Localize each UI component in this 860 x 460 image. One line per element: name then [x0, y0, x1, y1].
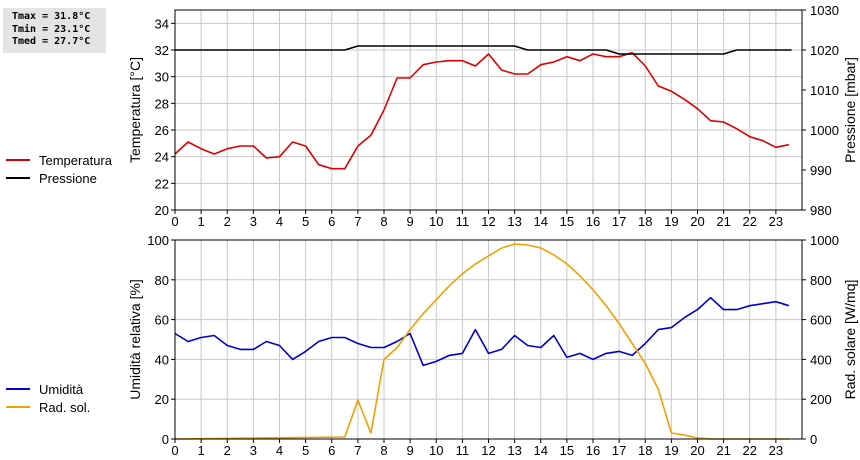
x-tick-label: 15	[560, 443, 574, 458]
x-tick-label: 11	[456, 443, 470, 458]
x-tick-label: 2	[224, 214, 231, 229]
legend-label: Rad. sol.	[39, 400, 90, 415]
y-tick-label-right: 600	[810, 313, 832, 328]
x-tick-label: 10	[429, 214, 443, 229]
x-tick-label: 6	[328, 443, 335, 458]
y-tick-label-left: 26	[155, 123, 169, 138]
y-tick-label-left: 40	[155, 352, 169, 367]
y-tick-label-left: 0	[162, 432, 169, 447]
chart-panel-1: 0 1 2 3 4 5 6 7 8 9 10 11 12 13 14 15 16 17 18 19 20 21 22 2320…	[6, 3, 858, 229]
x-tick-label: 19	[664, 214, 678, 229]
y-axis-label-right: Rad. solare [W/mq]	[842, 280, 858, 400]
y-tick-label-right: 990	[810, 163, 832, 178]
x-tick-label: 2	[224, 443, 231, 458]
x-tick-label: 5	[302, 443, 309, 458]
chart-panel-2: 0 1 2 3 4 5 6 7 8 9 10 11 12 13 14 15 16 17 18 19 20 21 22 2302…	[6, 233, 858, 458]
stat-tmin: Tmin = 23.1°C	[12, 23, 91, 35]
y-tick-label-left: 20	[155, 392, 169, 407]
y-tick-label-left: 100	[147, 233, 169, 248]
y-tick-label-left: 60	[155, 313, 169, 328]
x-tick-label: 14	[534, 443, 548, 458]
series-line-temperatura	[174, 51, 790, 170]
x-tick-label: 3	[250, 214, 257, 229]
y-tick-label-right: 1020	[810, 43, 839, 58]
x-tick-label: 18	[638, 214, 652, 229]
x-tick-label: 17	[612, 214, 626, 229]
x-tick-label: 7	[354, 214, 361, 229]
legend-label: Pressione	[39, 171, 97, 186]
x-tick-label: 22	[743, 214, 757, 229]
y-axis-label-right: Pressione [mbar]	[842, 57, 858, 163]
x-tick-label: 1	[198, 443, 205, 458]
y-tick-label-right: 1030	[810, 3, 839, 18]
y-tick-label-left: 24	[155, 150, 169, 165]
y-tick-label-right: 800	[810, 273, 832, 288]
y-tick-label-left: 80	[155, 273, 169, 288]
x-tick-label: 1	[198, 214, 205, 229]
x-tick-label: 3	[250, 443, 257, 458]
x-tick-label: 9	[407, 214, 414, 229]
x-tick-label: 12	[481, 443, 495, 458]
legend-label: Umidità	[39, 382, 84, 397]
x-tick-label: 20	[690, 214, 704, 229]
x-tick-label: 11	[456, 214, 470, 229]
y-tick-label-right: 0	[810, 432, 817, 447]
x-tick-label: 14	[534, 214, 548, 229]
x-tick-label: 18	[638, 443, 652, 458]
x-tick-label: 17	[612, 443, 626, 458]
x-tick-label: 0	[171, 443, 178, 458]
x-tick-label: 12	[481, 214, 495, 229]
x-tick-label: 8	[380, 443, 387, 458]
x-tick-label: 23	[769, 443, 783, 458]
series-line-pressione	[175, 45, 792, 55]
x-tick-label: 9	[407, 443, 414, 458]
x-tick-label: 13	[507, 443, 521, 458]
series-line-umidit-	[174, 296, 790, 367]
y-tick-label-left: 20	[155, 203, 169, 218]
x-tick-label: 16	[586, 214, 600, 229]
y-axis-label-left: Umidità relativa [%]	[127, 279, 143, 400]
x-tick-label: 10	[429, 443, 443, 458]
x-tick-label: 21	[716, 443, 730, 458]
x-tick-label: 16	[586, 443, 600, 458]
x-tick-label: 21	[716, 214, 730, 229]
y-tick-label-left: 30	[155, 70, 169, 85]
stat-tmax: Tmax = 31.8°C	[12, 11, 91, 22]
x-tick-label: 5	[302, 214, 309, 229]
x-tick-label: 4	[276, 214, 283, 229]
x-tick-label: 13	[507, 214, 521, 229]
stats-box: Tmax = 31.8°C Tmin = 23.1°C Tmed = 27.7°…	[3, 8, 106, 53]
y-tick-label-left: 34	[155, 16, 169, 31]
x-tick-label: 7	[354, 443, 361, 458]
x-tick-label: 4	[276, 443, 283, 458]
x-tick-label: 20	[690, 443, 704, 458]
x-tick-label: 23	[769, 214, 783, 229]
y-axis-label-left: Temperatura [°C]	[127, 57, 143, 163]
y-tick-label-left: 32	[155, 43, 169, 58]
legend-label: Temperatura	[39, 153, 113, 168]
y-tick-label-right: 980	[810, 203, 832, 218]
y-tick-label-left: 22	[155, 176, 169, 191]
x-tick-label: 15	[560, 214, 574, 229]
y-tick-label-left: 28	[155, 96, 169, 111]
y-tick-label-right: 200	[810, 392, 832, 407]
y-tick-label-right: 1010	[810, 83, 839, 98]
stat-tmed: Tmed = 27.7°C	[12, 36, 91, 47]
x-tick-label: 22	[743, 443, 757, 458]
x-tick-label: 19	[664, 443, 678, 458]
y-tick-label-right: 1000	[810, 123, 839, 138]
y-tick-label-right: 1000	[810, 233, 839, 248]
x-tick-label: 0	[171, 214, 178, 229]
x-tick-label: 6	[328, 214, 335, 229]
y-tick-label-right: 400	[810, 352, 832, 367]
x-tick-label: 8	[380, 214, 387, 229]
